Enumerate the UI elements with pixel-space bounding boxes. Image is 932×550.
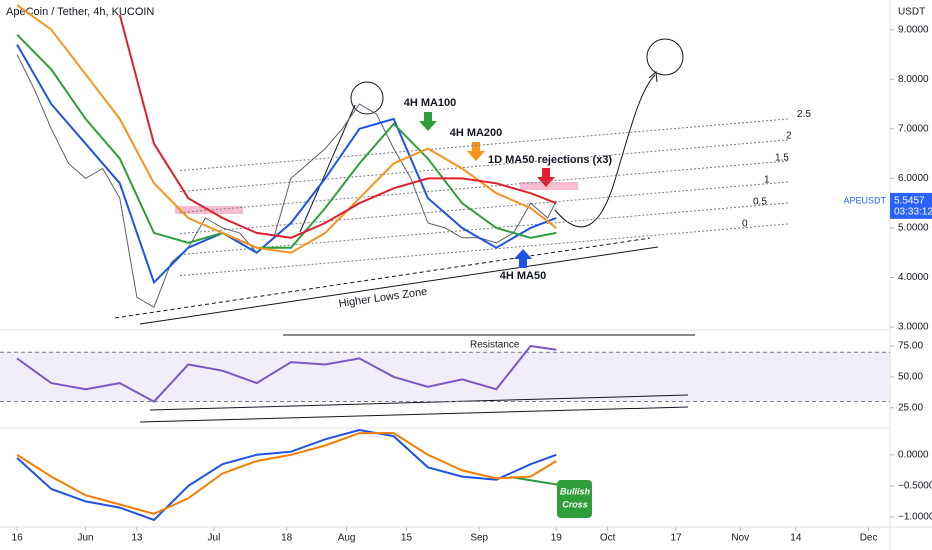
y-tick-label: 8.0000 <box>898 74 929 85</box>
y-tick-label: 75.00 <box>898 341 923 352</box>
rejection-zone <box>520 182 578 190</box>
x-tick-label: 19 <box>551 533 563 544</box>
series-line <box>16 44 557 285</box>
annotation: 1D MA50 rejections (x3) <box>488 154 612 166</box>
x-tick-label: Aug <box>338 533 356 544</box>
currency: USDT <box>898 7 925 18</box>
series-label: 4H MA200 <box>450 127 503 139</box>
symbol-tag: APEUSDT <box>843 195 886 205</box>
rsi-trend-line <box>149 394 689 411</box>
price-tag <box>890 192 932 219</box>
x-tick-label: Jul <box>208 533 221 544</box>
series-label: 4H MA100 <box>404 97 457 109</box>
price-label: 5.5457 <box>894 196 925 207</box>
x-tick-label: 15 <box>401 533 413 544</box>
top-circle <box>350 81 384 115</box>
y-tick-label: 7.0000 <box>898 123 929 134</box>
y-tick-label: −0.5000 <box>898 481 932 492</box>
y-tick-label: 5.0000 <box>898 223 929 234</box>
fib-label: 2.5 <box>797 109 811 120</box>
series-label: 4H MA50 <box>500 270 546 282</box>
x-tick-label: Oct <box>600 533 616 544</box>
chart-title: ApeCoin / Tether, 4h, KUCOIN <box>6 6 154 18</box>
projection-arrow <box>554 74 656 228</box>
ma50-arrow <box>514 249 532 268</box>
fib-label: 1.5 <box>775 153 789 164</box>
y-tick-label: 0.0000 <box>898 449 929 460</box>
rsi-band <box>0 352 890 401</box>
rally-arrow <box>299 104 356 233</box>
annotation: Cross <box>562 499 588 509</box>
target-circle <box>646 38 684 76</box>
x-tick-label: Sep <box>470 533 488 544</box>
y-tick-label: 3.0000 <box>898 322 929 333</box>
y-tick-label: −1.0000 <box>898 512 932 523</box>
x-tick-label: 16 <box>12 533 24 544</box>
y-tick-label: 25.00 <box>898 402 923 413</box>
x-tick-label: 17 <box>670 533 682 544</box>
y-tick-label: 6.0000 <box>898 173 929 184</box>
fib-label: 0 <box>742 218 748 229</box>
y-tick-label: 50.00 <box>898 372 923 383</box>
cross-pointer <box>509 476 561 486</box>
x-tick-label: 13 <box>131 533 143 544</box>
countdown: 03:33:12 <box>894 207 932 218</box>
fib-label: 0.5 <box>753 197 767 208</box>
annotation: Bullish <box>560 486 591 496</box>
series-line <box>16 428 557 522</box>
fib-label: 1 <box>764 175 770 186</box>
series-line <box>16 33 557 249</box>
trend-line <box>114 237 651 319</box>
series-line <box>16 344 557 403</box>
trend-line <box>139 246 659 325</box>
x-tick-label: Nov <box>731 533 749 544</box>
x-tick-label: Dec <box>860 533 878 544</box>
series-line <box>16 54 557 308</box>
x-tick-label: 18 <box>281 533 293 544</box>
ma100-arrow <box>419 112 437 131</box>
series-line <box>16 432 557 515</box>
series-line <box>16 4 557 254</box>
x-tick-label: 14 <box>790 533 802 544</box>
projection-arrow-head <box>648 70 658 83</box>
x-tick-label: Jun <box>78 533 94 544</box>
bullish-cross-box <box>557 480 592 518</box>
ma50-1d-arrow <box>537 168 555 187</box>
y-tick-label: 4.0000 <box>898 272 929 283</box>
ma200-arrow <box>467 142 485 161</box>
y-tick-label: 9.0000 <box>898 24 929 35</box>
annotation: Resistance <box>470 340 520 351</box>
fib-label: 2 <box>786 131 792 142</box>
series-line <box>118 14 557 239</box>
rsi-trend-line <box>139 406 689 423</box>
